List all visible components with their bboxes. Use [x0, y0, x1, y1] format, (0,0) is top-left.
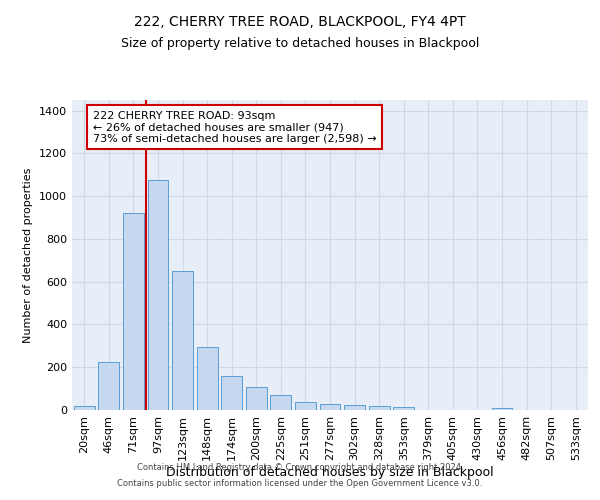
Bar	[368, 406, 389, 410]
Text: 222, CHERRY TREE ROAD, BLACKPOOL, FY4 4PT: 222, CHERRY TREE ROAD, BLACKPOOL, FY4 4P…	[134, 15, 466, 29]
Bar	[393, 407, 414, 410]
Bar	[123, 214, 144, 410]
Bar	[221, 376, 242, 410]
Bar	[98, 362, 119, 410]
Bar	[271, 395, 292, 410]
Bar	[172, 271, 193, 410]
Bar	[344, 406, 365, 410]
Y-axis label: Number of detached properties: Number of detached properties	[23, 168, 34, 342]
Bar	[148, 180, 169, 410]
X-axis label: Distribution of detached houses by size in Blackpool: Distribution of detached houses by size …	[166, 466, 494, 478]
Bar	[197, 347, 218, 410]
Text: Contains public sector information licensed under the Open Government Licence v3: Contains public sector information licen…	[118, 478, 482, 488]
Bar	[295, 402, 316, 410]
Text: Size of property relative to detached houses in Blackpool: Size of property relative to detached ho…	[121, 38, 479, 51]
Bar	[246, 387, 267, 410]
Bar	[74, 406, 95, 410]
Text: 222 CHERRY TREE ROAD: 93sqm
← 26% of detached houses are smaller (947)
73% of se: 222 CHERRY TREE ROAD: 93sqm ← 26% of det…	[93, 110, 377, 144]
Bar	[491, 408, 512, 410]
Text: Contains HM Land Registry data © Crown copyright and database right 2024.: Contains HM Land Registry data © Crown c…	[137, 464, 463, 472]
Bar	[320, 404, 340, 410]
